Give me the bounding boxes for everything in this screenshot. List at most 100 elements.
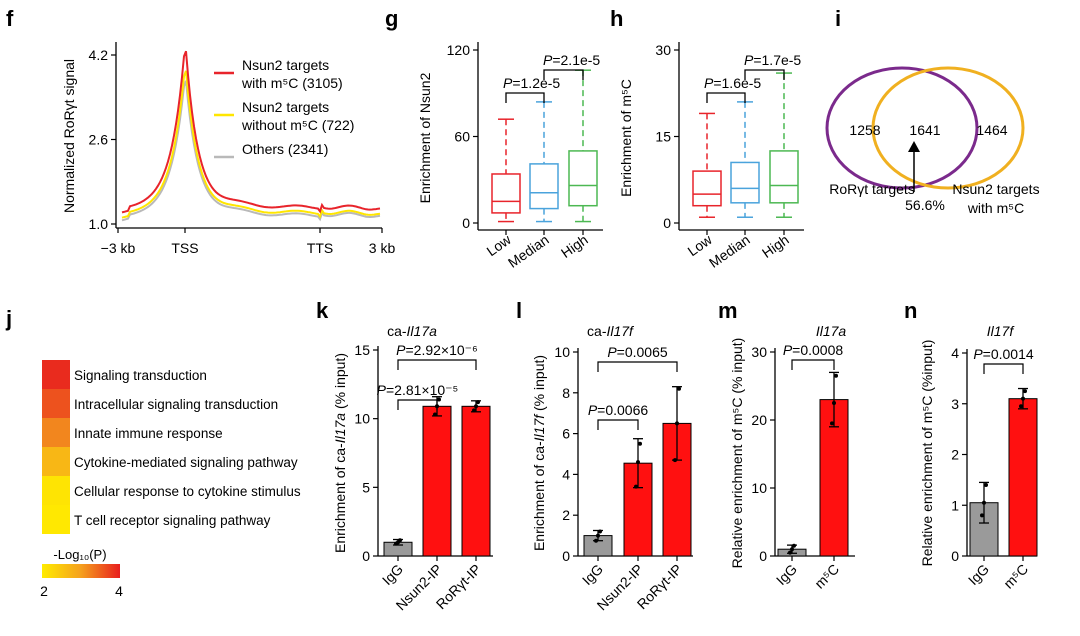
panel-k-chart-data-point [472, 408, 476, 413]
panel-k-chart-data-point [474, 404, 478, 409]
panel-m-chart-data-point [788, 550, 792, 555]
panel-g-chart-y-tick-label: 60 [454, 129, 470, 145]
f-x-tick-label: TSS [171, 240, 198, 256]
heatmap-cell-2 [42, 418, 70, 447]
panel-l-chart-comparison-bracket-0 [597, 419, 639, 430]
f-x-tick-label: 3 kb [369, 240, 396, 256]
panel-letter-n: n [904, 298, 917, 323]
heatmap-cell-3 [42, 447, 70, 476]
panel-n-chart: 0 1 2 3 4 Il17f Relative enrichment of m⁵C (%i… [919, 323, 1038, 592]
heatmap-cell-0 [42, 360, 70, 389]
venn-right-label-2: with m⁵C [967, 200, 1024, 216]
panel-m-chart-data-point [832, 401, 836, 405]
panel-h-chart-y-axis-label: Enrichment of m⁵C [618, 79, 634, 197]
panel-n-chart-title: Il17f [987, 323, 1016, 339]
panel-l-chart-comparison-label-0: P=0.0066 [588, 402, 649, 418]
panel-k-chart-title: ca-Il17a [387, 323, 437, 339]
panel-g-chart-y-tick-label: 0 [462, 215, 470, 231]
panel-letter-k: k [316, 298, 329, 323]
panel-l-chart-y-tick-label: 0 [562, 548, 570, 564]
panel-m-chart-y-tick-label: 20 [751, 412, 767, 428]
panel-h-chart-comparison-bracket-1 [744, 69, 785, 80]
panel-n-chart-y-tick-label: 1 [951, 497, 959, 513]
panel-l-chart-data-point [675, 421, 679, 426]
f-y-tick-label: 2.6 [89, 132, 109, 148]
panel-letter-f: f [6, 6, 14, 31]
panel-m-chart-y-axis-label: Relative enrichment of m⁵C (% input) [729, 338, 745, 569]
panel-m-chart-x-tick-label: IgG [773, 561, 800, 588]
heatmap-legend-max: 4 [115, 583, 123, 599]
panel-n-chart-x-tick-label: IgG [965, 561, 992, 588]
panel-g-chart-comparison-bracket-0 [505, 92, 545, 103]
panel-h-chart-box-1 [730, 161, 760, 204]
panel-g-chart-comparison-label-1: P=2.1e-5 [543, 52, 600, 68]
panel-l-chart-data-point [677, 386, 681, 391]
panel-k-chart-data-point [476, 400, 480, 405]
panel-n-chart-data-point [1021, 396, 1025, 401]
heatmap-term-label-0: Signaling transduction [74, 368, 207, 383]
panel-l-chart: 0 2 4 6 8 10 ca-Il17f Enrichment of ca-Il17f (%… [531, 323, 693, 613]
heatmap-term-label-3: Cytokine-mediated signaling pathway [74, 455, 298, 470]
panel-n-chart-data-point [982, 500, 986, 505]
panel-h-chart-box-0 [692, 170, 722, 207]
panel-l-chart-data-point [634, 484, 638, 489]
panel-letter-g: g [385, 6, 398, 31]
venn-circle-left [825, 66, 979, 190]
panel-k-chart-data-point [437, 397, 441, 402]
panel-g-chart-y-axis-label: Enrichment of Nsun2 [417, 72, 433, 203]
panel-g-chart-y-tick-label: 120 [447, 42, 471, 58]
panel-n-chart-y-tick-label: 4 [951, 345, 959, 361]
panel-l-chart-data-point [596, 533, 600, 538]
panel-k-chart-bar-2 [461, 405, 491, 557]
panel-g-chart-box-1 [529, 163, 559, 210]
heatmap-cell-1 [42, 389, 70, 418]
panel-j-heatmap: Signaling transduction Intracellular sign… [40, 360, 301, 599]
f-x-tick-label: TTS [307, 240, 333, 256]
venn-left-label: RoRγt targets [829, 181, 915, 197]
panel-l-chart-title: ca-Il17f [587, 323, 635, 339]
venn-left-count: 1258 [849, 122, 880, 138]
panel-n-chart-x-tick-label: m⁵C [1000, 561, 1031, 592]
panel-h-chart-x-tick-label: High [759, 231, 792, 261]
panel-k-chart-comparison-label-1: P=2.92×10⁻⁶ [396, 342, 478, 358]
panel-l-chart-x-tick-label: IgG [579, 561, 606, 588]
panel-k-chart-comparison-bracket-1 [397, 359, 477, 370]
panel-k-chart-y-tick-label: 0 [362, 548, 370, 564]
panel-n-chart-y-axis-label: Relative enrichment of m⁵C (%input) [919, 340, 935, 567]
panel-m-chart-title: Il17a [816, 323, 847, 339]
panel-l-chart-y-tick-label: 10 [554, 344, 570, 360]
panel-k-chart-data-point [398, 538, 402, 543]
panel-l-chart-y-tick-label: 8 [562, 385, 570, 401]
panel-n-chart-comparison-bracket-0 [983, 363, 1024, 374]
panel-h-chart-comparison-bracket-0 [706, 92, 746, 103]
panel-g-chart-comparison-label-0: P=1.2e-5 [503, 75, 560, 91]
venn-right-label: Nsun2 targets [952, 181, 1039, 197]
panel-k-chart-comparison-bracket-0 [397, 399, 438, 410]
f-legend-label2-1: without m⁵C (722) [241, 117, 354, 133]
heatmap-term-label-5: T cell receptor signaling pathway [74, 513, 271, 528]
panel-letter-h: h [610, 6, 623, 31]
venn-overlap-percent: 56.6% [905, 197, 945, 213]
panel-n-chart-y-tick-label: 3 [951, 396, 959, 412]
panel-l-chart-comparison-bracket-1 [597, 361, 678, 372]
panel-k-chart-bar-1 [422, 405, 452, 557]
panel-l-chart-comparison-label-1: P=0.0065 [607, 344, 668, 360]
panel-g-chart-x-tick-label: High [558, 231, 591, 261]
panel-h-chart-comparison-label-0: P=1.6e-5 [704, 75, 761, 91]
f-series-line-2 [121, 80, 381, 222]
panel-n-chart-data-point [980, 513, 984, 518]
panel-n-chart-data-point [984, 482, 988, 487]
panel-letter-l: l [516, 298, 522, 323]
panel-k-chart-y-tick-label: 5 [362, 479, 370, 495]
panel-k-chart-data-point [433, 412, 437, 417]
heatmap-legend-min: 2 [40, 583, 48, 599]
panel-l-chart-y-axis-label: Enrichment of ca-Il17f (% input) [531, 355, 547, 551]
f-y-axis-label: Normalized RoRγt signal [61, 59, 77, 213]
panel-l-chart-data-point [594, 538, 598, 543]
heatmap-cell-4 [42, 476, 70, 505]
panel-m-chart-comparison-bracket-0 [791, 359, 835, 370]
panel-k-chart-y-axis-label: Enrichment of ca-Il17a (% input) [332, 353, 348, 553]
heatmap-term-label-4: Cellular response to cytokine stimulus [74, 484, 301, 499]
